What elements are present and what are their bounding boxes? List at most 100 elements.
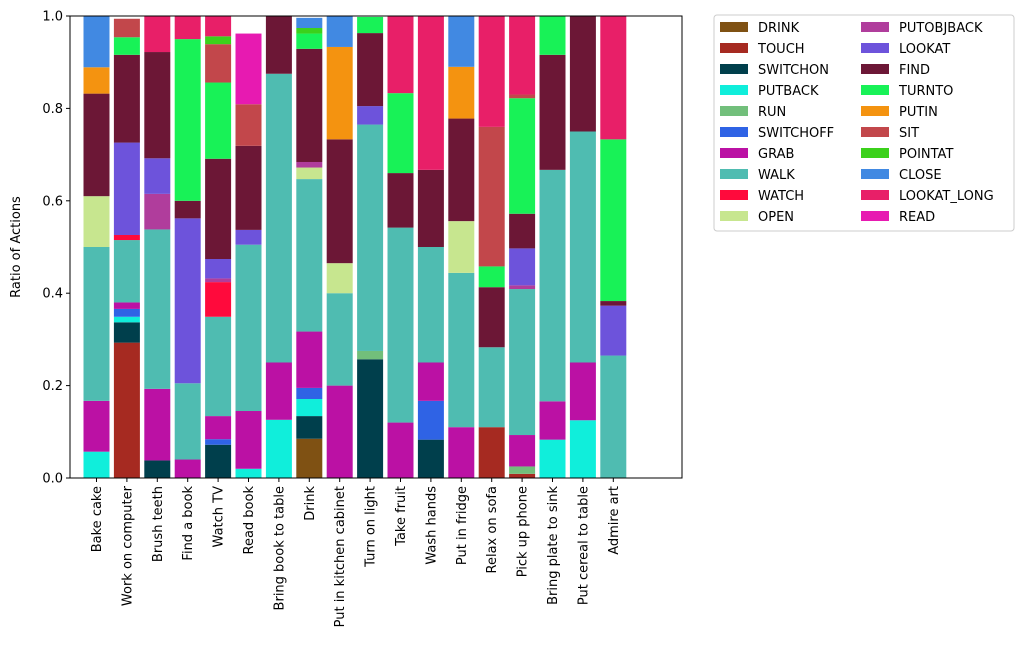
- legend-label-run: RUN: [758, 105, 786, 120]
- bar-segment-pointat-4: [205, 36, 232, 45]
- bar-segment-walk-0: [83, 247, 110, 401]
- bar-segment-open-0: [83, 196, 110, 247]
- bar-segment-find-3: [174, 200, 201, 219]
- legend-label-putback: PUTBACK: [758, 84, 819, 99]
- bar-segment-putback-15: [539, 439, 566, 478]
- bar-segment-lookat-9: [357, 106, 384, 125]
- legend-swatch-lookat_long: [861, 190, 889, 200]
- legend-frame: [713, 14, 1015, 232]
- bar-segment-grab-4: [205, 416, 232, 440]
- bar-segment-find-15: [539, 54, 566, 170]
- legend-label-watch: WATCH: [758, 189, 804, 204]
- bar-segment-walk-11: [417, 247, 444, 363]
- bar-segment-watch-1: [113, 234, 140, 241]
- bar-segment-walk-2: [144, 229, 171, 389]
- bar-segment-turnto-3: [174, 39, 201, 201]
- bar-segment-turnto-10: [387, 93, 414, 174]
- bar-segment-turnto-9: [357, 16, 384, 34]
- legend-label-putin: PUTIN: [899, 105, 938, 120]
- legend-swatch-putobjback: [861, 22, 889, 32]
- bar-segment-putback-16: [569, 420, 596, 478]
- legend-swatch-watch: [720, 190, 748, 200]
- bar-segment-close-7: [296, 17, 323, 29]
- bar-segment-walk-8: [326, 293, 353, 386]
- legend-label-close: CLOSE: [899, 168, 942, 183]
- bar-segment-grab-7: [296, 331, 323, 388]
- bar-segment-walk-10: [387, 227, 414, 423]
- bar-segment-lookat_long-14: [509, 16, 536, 95]
- bar-segment-find-9: [357, 33, 384, 107]
- bar-segment-lookat-5: [235, 229, 262, 245]
- x-tick-label: Wash hands: [424, 486, 439, 565]
- y-tick-label: 0.8: [42, 102, 63, 117]
- x-tick-label: Put in kitchen cabinet: [333, 486, 348, 627]
- bar-segment-find-2: [144, 52, 171, 159]
- bar-segment-lookat_long-4: [205, 16, 232, 37]
- bar-segment-open-7: [296, 167, 323, 180]
- bars-group: [83, 16, 627, 478]
- y-tick-label: 0.4: [42, 287, 63, 302]
- bar-segment-walk-3: [174, 383, 201, 460]
- bar-segment-putobjback-7: [296, 161, 323, 168]
- bar-segment-switchoff-1: [113, 308, 140, 317]
- bar-segment-switchon-4: [205, 444, 232, 478]
- bar-segment-lookat-4: [205, 259, 232, 279]
- bar-segment-touch-13: [478, 427, 505, 478]
- bar-segment-find-1: [113, 54, 140, 143]
- bar-segment-pointat-7: [296, 28, 323, 34]
- bar-segment-switchon-1: [113, 322, 140, 343]
- bar-segment-grab-10: [387, 422, 414, 478]
- legend-swatch-lookat: [861, 43, 889, 53]
- bar-segment-lookat-14: [509, 248, 536, 286]
- bar-segment-walk-17: [600, 355, 627, 478]
- bar-segment-lookat-2: [144, 158, 171, 194]
- bar-segment-putobjback-4: [205, 278, 232, 283]
- bar-segment-walk-7: [296, 179, 323, 332]
- bar-segment-putback-1: [113, 316, 140, 323]
- x-tick-label: Bake cake: [90, 486, 105, 552]
- bar-segment-grab-8: [326, 385, 353, 478]
- legend-swatch-putback: [720, 85, 748, 95]
- bar-segment-grab-12: [448, 427, 475, 478]
- bar-segment-run-9: [357, 350, 384, 360]
- bar-segment-open-8: [326, 263, 353, 294]
- legend-label-find: FIND: [899, 63, 930, 78]
- y-tick-label: 1.0: [42, 10, 63, 25]
- bar-segment-putback-6: [265, 419, 292, 478]
- bar-segment-lookat_long-13: [478, 16, 505, 127]
- bar-segment-putobjback-14: [509, 285, 536, 290]
- bar-segment-lookat_long-17: [600, 16, 627, 140]
- bar-segment-putin-0: [83, 67, 110, 94]
- x-tick-label: Watch TV: [212, 486, 227, 548]
- bar-segment-find-11: [417, 169, 444, 247]
- bar-segment-switchon-7: [296, 416, 323, 439]
- legend-label-pointat: POINTAT: [899, 147, 953, 162]
- bar-segment-lookat_long-2: [144, 16, 171, 53]
- legend-swatch-switchoff: [720, 127, 748, 137]
- bar-segment-turnto-15: [539, 16, 566, 55]
- bar-segment-sit-13: [478, 126, 505, 267]
- bar-segment-lookat_long-11: [417, 16, 444, 170]
- legend-label-sit: SIT: [899, 126, 919, 141]
- bar-segment-find-16: [569, 16, 596, 132]
- legend-swatch-switchon: [720, 64, 748, 74]
- bar-segment-switchoff-4: [205, 439, 232, 445]
- legend-swatch-grab: [720, 148, 748, 158]
- bar-segment-turnto-4: [205, 82, 232, 159]
- legend-label-walk: WALK: [758, 168, 795, 183]
- bar-segment-walk-4: [205, 316, 232, 417]
- legend-swatch-close: [861, 169, 889, 179]
- y-tick-label: 0.6: [42, 194, 63, 209]
- x-tick-label: Relax on sofa: [485, 486, 500, 573]
- bar-segment-walk-6: [265, 73, 292, 363]
- legend-swatch-putin: [861, 106, 889, 116]
- bar-segment-putin-12: [448, 66, 475, 119]
- bar-segment-walk-5: [235, 244, 262, 412]
- x-tick-label: Turn on light: [364, 486, 379, 568]
- x-tick-label: Find a book: [181, 486, 196, 561]
- bar-segment-walk-13: [478, 347, 505, 428]
- bar-segment-find-4: [205, 158, 232, 260]
- bar-segment-lookat-17: [600, 305, 627, 356]
- x-axis: Bake cake Work on computer Brush teeth Find…: [90, 478, 622, 627]
- bar-segment-walk-1: [113, 240, 140, 303]
